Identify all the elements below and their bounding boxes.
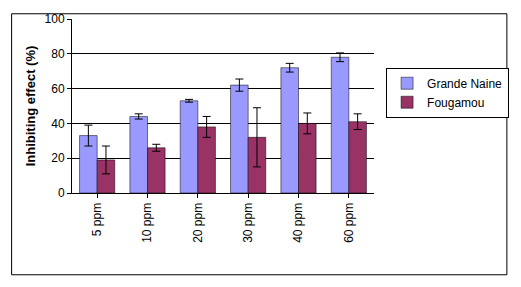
svg-text:20: 20 xyxy=(51,151,65,165)
svg-text:Grande Naine: Grande Naine xyxy=(427,77,502,91)
svg-text:20 ppm: 20 ppm xyxy=(191,203,205,243)
svg-text:Fougamou: Fougamou xyxy=(427,96,484,110)
svg-text:80: 80 xyxy=(51,47,65,61)
svg-text:100: 100 xyxy=(45,12,65,26)
svg-text:10 ppm: 10 ppm xyxy=(140,203,154,243)
svg-text:Inhibiting effect (%): Inhibiting effect (%) xyxy=(23,46,38,167)
svg-text:60 ppm: 60 ppm xyxy=(342,203,356,243)
svg-text:40 ppm: 40 ppm xyxy=(291,203,305,243)
svg-text:60: 60 xyxy=(51,82,65,96)
svg-text:5 ppm: 5 ppm xyxy=(90,203,104,236)
svg-text:40: 40 xyxy=(51,117,65,131)
svg-text:30 ppm: 30 ppm xyxy=(241,203,255,243)
svg-text:0: 0 xyxy=(58,186,65,200)
